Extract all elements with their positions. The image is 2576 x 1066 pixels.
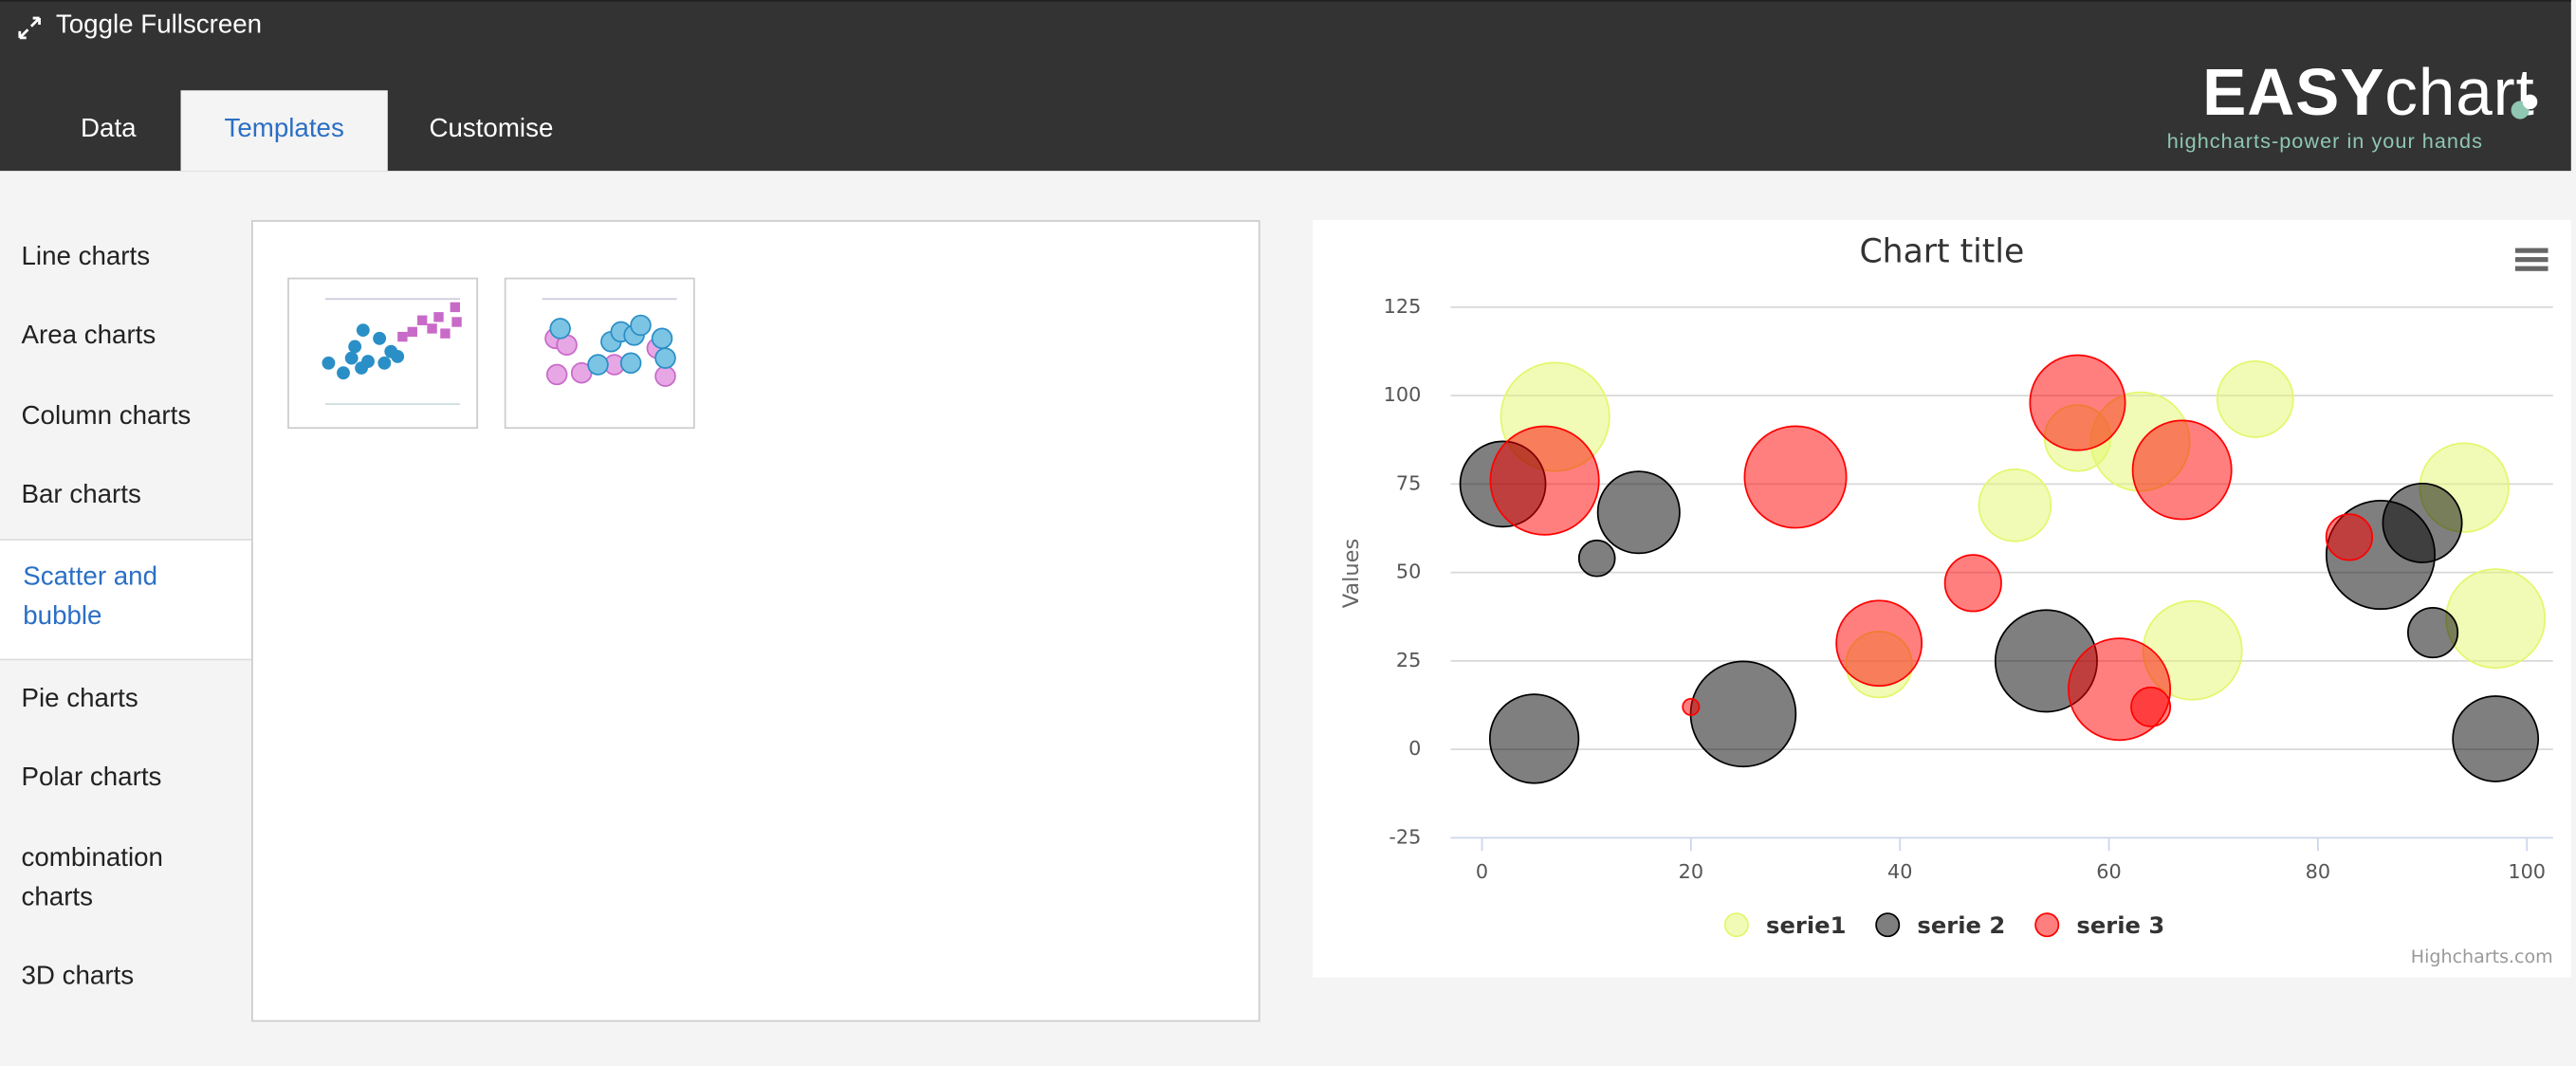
- bubble: [1577, 539, 1616, 578]
- chart-title: Chart title: [1859, 233, 2024, 271]
- chart-container: Chart title Values Highcharts.com -25 0 25…: [1312, 220, 2571, 978]
- sidebar-item[interactable]: Line charts: [21, 243, 151, 271]
- x-tick-label: 0: [1476, 860, 1488, 883]
- bubble: [2130, 686, 2172, 727]
- sidebar-item[interactable]: Bar charts: [21, 481, 141, 509]
- bubble: [1978, 469, 2052, 542]
- series: [1489, 354, 2374, 742]
- bubble: [1943, 554, 2002, 613]
- bubble: [1596, 470, 1681, 555]
- menu-button[interactable]: [2514, 248, 2548, 271]
- plot-area: [1459, 354, 2547, 784]
- y-tick-label: 0: [1408, 737, 1421, 760]
- bubble: [1682, 697, 1701, 716]
- bubble: [2452, 695, 2540, 782]
- sidebar-item[interactable]: 3D charts: [21, 963, 135, 991]
- sidebar-item[interactable]: Column charts: [21, 402, 192, 431]
- template-thumbnail[interactable]: [287, 277, 479, 430]
- sidebar-item[interactable]: Area charts: [21, 322, 156, 350]
- logo-dots: [2511, 94, 2538, 119]
- tab[interactable]: Customise: [429, 115, 554, 143]
- logo-tagline: highcharts-power in your hands: [2166, 129, 2483, 154]
- sidebar-item[interactable]: Polar charts: [21, 763, 162, 792]
- chart: Chart title Values Highcharts.com -25 0 25…: [1339, 233, 2553, 967]
- y-tick-label: 75: [1396, 471, 1421, 494]
- sidebar-item-active[interactable]: Scatter and bubble: [0, 539, 252, 661]
- legend-symbol: [1723, 912, 1749, 938]
- y-tick-label: 125: [1384, 295, 1422, 318]
- y-tick-label: 25: [1396, 649, 1421, 671]
- y-tick-label: 100: [1384, 383, 1422, 406]
- sidebar-item[interactable]: Pie charts: [21, 685, 138, 713]
- bubble: [2216, 360, 2294, 438]
- legend-label: serie 2: [1917, 911, 2005, 939]
- bubble: [2029, 354, 2126, 451]
- tab[interactable]: Data: [81, 115, 137, 143]
- sidebar-item[interactable]: combination charts: [21, 844, 163, 912]
- x-tick-label: 80: [2306, 860, 2330, 883]
- bubble: [2382, 482, 2463, 563]
- logo-bold: EASY: [2202, 57, 2385, 130]
- legend-label: serie1: [1766, 911, 1846, 939]
- bubble: [2131, 419, 2233, 521]
- tab-active[interactable]: Templates: [180, 90, 388, 172]
- fullscreen-icon[interactable]: [18, 16, 41, 40]
- bubble: [1689, 660, 1797, 768]
- legend-symbol: [1875, 912, 1901, 938]
- bubble: [1488, 693, 1580, 784]
- fullscreen-toggle[interactable]: Toggle Fullscreen: [55, 11, 263, 40]
- legend-symbol: [2034, 912, 2060, 938]
- bubble: [2406, 606, 2459, 659]
- x-tick-label: 60: [2096, 860, 2121, 883]
- bubble: [2445, 568, 2547, 670]
- bubble: [1489, 425, 1600, 536]
- template-thumbnail[interactable]: [504, 277, 695, 430]
- y-tick-label: -25: [1389, 825, 1421, 848]
- y-tick-label: 50: [1396, 561, 1421, 583]
- logo-light: chart: [2384, 57, 2535, 130]
- legend-label: serie 3: [2076, 911, 2164, 939]
- bubble: [1743, 425, 1848, 529]
- y-axis-title: Values: [1339, 539, 1364, 609]
- credit[interactable]: Highcharts.com: [2411, 947, 2553, 967]
- x-tick-label: 40: [1887, 860, 1912, 883]
- bubble: [1835, 599, 1923, 688]
- template-panel: [251, 220, 1260, 1022]
- x-tick-label: 20: [1679, 860, 1703, 883]
- logo: EASYchart: [2202, 58, 2535, 132]
- bubble: [2325, 513, 2374, 561]
- x-tick-label: 100: [2508, 860, 2546, 883]
- header: Toggle Fullscreen Data Templates Customi…: [0, 0, 2571, 172]
